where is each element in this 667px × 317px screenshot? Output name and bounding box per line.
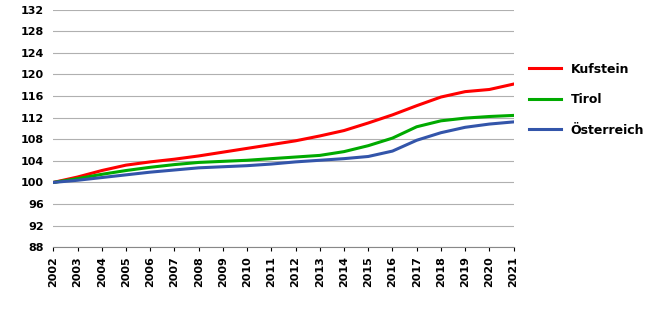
Tirol: [437, 119, 445, 123]
Österreich: [171, 168, 179, 172]
Kufstein: [461, 90, 469, 94]
Kufstein: [122, 163, 130, 167]
Österreich: [49, 180, 57, 184]
Tirol: [291, 155, 299, 159]
Line: Kufstein: Kufstein: [53, 84, 514, 182]
Kufstein: [437, 95, 445, 99]
Kufstein: [315, 134, 323, 138]
Line: Österreich: Österreich: [53, 122, 514, 182]
Österreich: [219, 165, 227, 169]
Österreich: [510, 120, 518, 124]
Kufstein: [146, 160, 154, 164]
Kufstein: [364, 121, 372, 125]
Tirol: [340, 150, 348, 153]
Österreich: [388, 149, 396, 153]
Tirol: [461, 116, 469, 120]
Kufstein: [195, 154, 203, 158]
Tirol: [122, 169, 130, 172]
Österreich: [364, 155, 372, 158]
Österreich: [243, 164, 251, 168]
Österreich: [146, 170, 154, 174]
Line: Tirol: Tirol: [53, 115, 514, 182]
Österreich: [340, 157, 348, 160]
Österreich: [291, 160, 299, 164]
Kufstein: [73, 175, 81, 179]
Kufstein: [388, 113, 396, 117]
Kufstein: [49, 180, 57, 184]
Tirol: [388, 136, 396, 140]
Tirol: [413, 125, 421, 129]
Tirol: [98, 172, 106, 176]
Österreich: [315, 158, 323, 162]
Tirol: [146, 165, 154, 169]
Tirol: [315, 153, 323, 157]
Österreich: [73, 178, 81, 182]
Tirol: [171, 163, 179, 166]
Kufstein: [486, 87, 494, 91]
Kufstein: [267, 143, 275, 146]
Tirol: [267, 157, 275, 160]
Österreich: [122, 173, 130, 177]
Kufstein: [340, 129, 348, 133]
Kufstein: [291, 139, 299, 143]
Tirol: [219, 159, 227, 163]
Kufstein: [413, 104, 421, 107]
Kufstein: [171, 157, 179, 161]
Österreich: [461, 126, 469, 129]
Kufstein: [219, 150, 227, 154]
Österreich: [98, 176, 106, 179]
Tirol: [73, 177, 81, 181]
Tirol: [195, 160, 203, 164]
Österreich: [486, 122, 494, 126]
Tirol: [49, 180, 57, 184]
Legend: Kufstein, Tirol, Österreich: Kufstein, Tirol, Österreich: [524, 58, 649, 142]
Österreich: [267, 162, 275, 166]
Österreich: [195, 166, 203, 170]
Kufstein: [243, 146, 251, 150]
Tirol: [486, 114, 494, 118]
Österreich: [413, 139, 421, 142]
Österreich: [437, 131, 445, 135]
Tirol: [510, 113, 518, 117]
Tirol: [364, 144, 372, 148]
Tirol: [243, 158, 251, 162]
Kufstein: [510, 82, 518, 86]
Kufstein: [98, 169, 106, 172]
